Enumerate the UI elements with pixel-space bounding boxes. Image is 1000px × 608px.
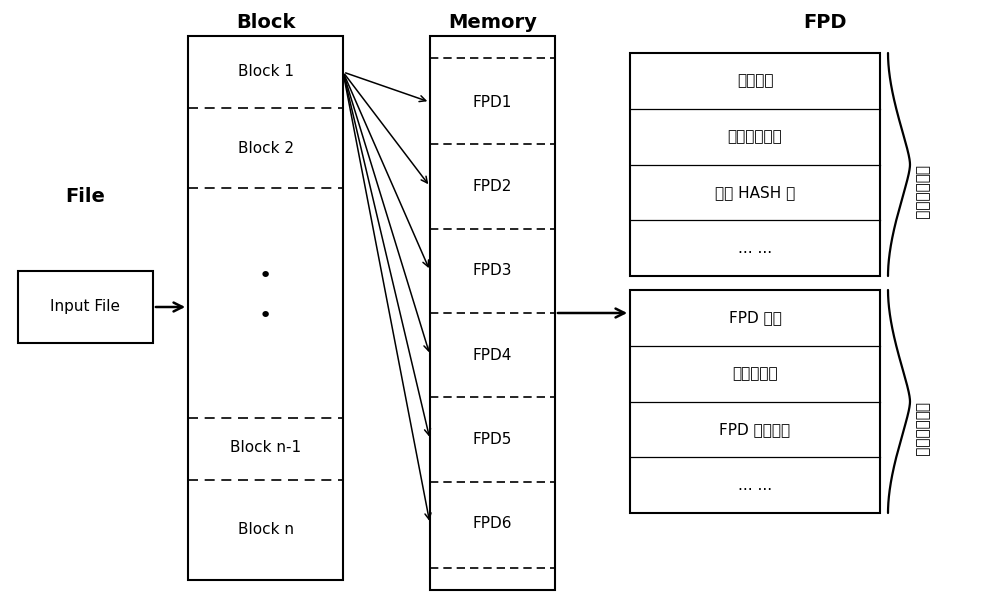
Text: •: • — [259, 306, 272, 326]
Text: Input File: Input File — [50, 300, 120, 314]
Text: FPD 创建时间: FPD 创建时间 — [719, 422, 791, 437]
Text: Block 2: Block 2 — [238, 140, 294, 156]
Text: Block: Block — [236, 13, 295, 32]
Text: 分块路径: 分块路径 — [737, 74, 773, 88]
Text: FPD6: FPD6 — [473, 516, 512, 531]
Text: 被引用次数: 被引用次数 — [732, 366, 778, 381]
Text: Block 1: Block 1 — [238, 64, 294, 80]
Text: FPD3: FPD3 — [473, 263, 512, 278]
Bar — [188, 36, 343, 580]
Text: FPD5: FPD5 — [473, 432, 512, 447]
Text: FPD1: FPD1 — [473, 95, 512, 109]
Text: FPD4: FPD4 — [473, 348, 512, 362]
Text: FPD 权値: FPD 权値 — [729, 310, 781, 325]
Text: Block n-1: Block n-1 — [230, 441, 301, 455]
Text: 分块 HASH 値: 分块 HASH 値 — [715, 185, 795, 200]
Text: FPD2: FPD2 — [473, 179, 512, 194]
Text: FPD: FPD — [803, 13, 847, 32]
Text: ... ...: ... ... — [738, 478, 772, 492]
Text: File: File — [66, 187, 105, 206]
Bar — [630, 53, 880, 276]
Text: 分块信息部分: 分块信息部分 — [915, 165, 930, 219]
Text: 分块创建时间: 分块创建时间 — [728, 129, 782, 144]
Text: ... ...: ... ... — [738, 241, 772, 255]
Text: Memory: Memory — [448, 13, 537, 32]
Text: Block n: Block n — [238, 522, 294, 537]
Text: •: • — [259, 266, 272, 286]
Bar — [630, 290, 880, 513]
Bar — [18, 271, 153, 343]
Bar — [430, 36, 555, 590]
Text: 指纹信息部分: 指纹信息部分 — [915, 401, 930, 456]
